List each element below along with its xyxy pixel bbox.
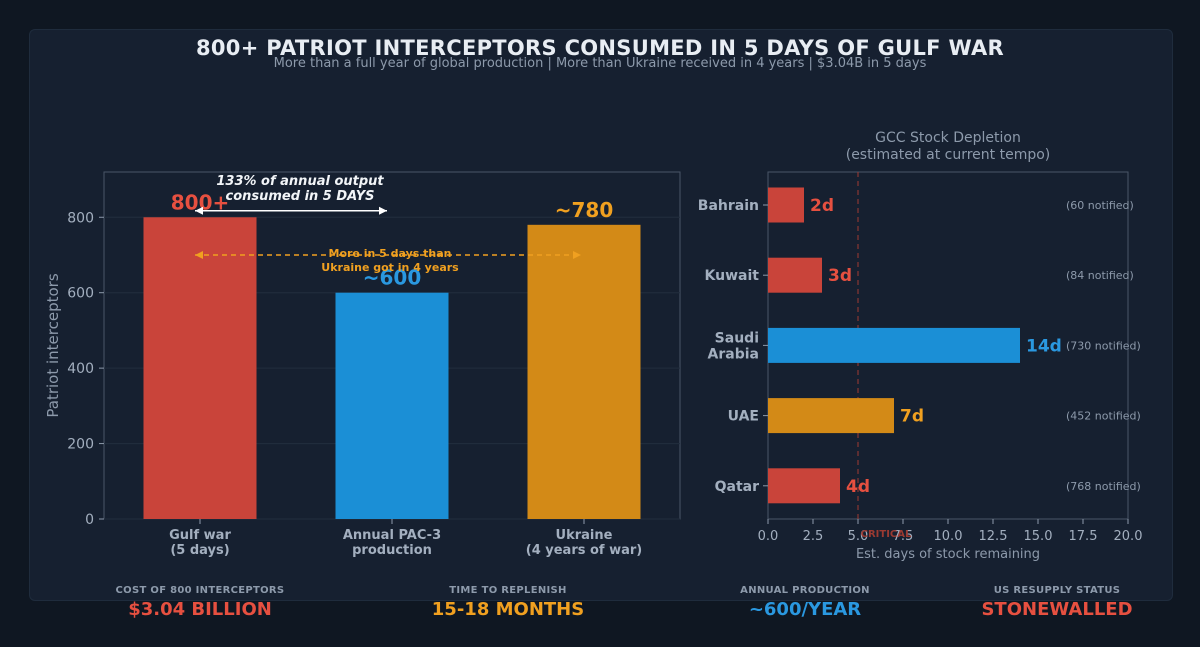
- page-subtitle: More than a full year of global producti…: [273, 56, 927, 71]
- chart2-xtick-label: 7.5: [893, 529, 914, 544]
- chart1-dashed-arrowhead-right: [573, 250, 581, 259]
- chart2-xtick-label: 2.5: [803, 529, 824, 544]
- chart2-notified-note: (730 notified): [1066, 339, 1141, 352]
- chart2-bar: [768, 257, 822, 293]
- chart1-bar: [335, 292, 449, 519]
- chart2-xtick-label: 15.0: [1024, 529, 1053, 544]
- stat-cost-label: COST OF 800 INTERCEPTORS: [115, 585, 285, 596]
- chart1-arrowhead-right: [379, 206, 387, 215]
- chart2-xlabel: Est. days of stock remaining: [856, 547, 1040, 562]
- chart1-ylabel: Patriot interceptors: [44, 273, 62, 417]
- chart1-annotation-ukraine: More in 5 days than Ukraine got in 4 year…: [321, 247, 459, 274]
- chart1-ytick-label: 400: [67, 361, 94, 377]
- chart1-value-label: ~780: [555, 198, 614, 222]
- chart1-arrowhead-left: [195, 206, 203, 215]
- chart2-notified-note: (768 notified): [1066, 480, 1141, 493]
- stat-replenish-value: 15-18 MONTHS: [431, 599, 585, 620]
- chart1-dashed-arrowhead-left: [195, 250, 203, 259]
- chart1-ytick-label: 600: [67, 286, 94, 302]
- stat-resupply-value: STONEWALLED: [981, 599, 1133, 620]
- chart2-xtick-label: 12.5: [979, 529, 1008, 544]
- chart2-bar: [768, 398, 894, 434]
- chart2-category-label: Kuwait: [705, 268, 760, 284]
- chart1-bar: [527, 224, 641, 519]
- chart2-notified-note: (60 notified): [1066, 199, 1134, 212]
- chart2-bar: [768, 327, 1020, 363]
- stat-cost-value: $3.04 BILLION: [128, 599, 272, 620]
- chart2-value-label: 3d: [828, 266, 852, 286]
- chart1-ytick-label: 0: [85, 512, 94, 528]
- stat-resupply: US RESUPPLY STATUS STONEWALLED: [927, 585, 1187, 620]
- chart2-xtick-label: 20.0: [1114, 529, 1143, 544]
- chart1-value-label: ~600: [363, 266, 422, 290]
- stat-resupply-label: US RESUPPLY STATUS: [993, 585, 1121, 596]
- chart2-xtick-label: 17.5: [1069, 529, 1098, 544]
- chart1-xtick-label: Gulf war (5 days): [169, 528, 231, 558]
- chart2-category-label: Saudi Arabia: [708, 330, 759, 362]
- chart2-value-label: 2d: [810, 196, 834, 216]
- stat-replenish-label: TIME TO REPLENISH: [449, 585, 567, 596]
- chart2-xtick-label: 0.0: [758, 529, 779, 544]
- stat-production-value: ~600/YEAR: [748, 599, 862, 620]
- chart2-category-label: Bahrain: [698, 198, 759, 214]
- chart2-title: GCC Stock Depletion (estimated at current…: [846, 130, 1051, 163]
- chart2-notified-note: (84 notified): [1066, 269, 1134, 282]
- chart2-value-label: 14d: [1026, 336, 1062, 356]
- chart2-notified-note: (452 notified): [1066, 410, 1141, 423]
- page-title: 800+ PATRIOT INTERCEPTORS CONSUMED IN 5 …: [195, 36, 1004, 60]
- stat-production-label: ANNUAL PRODUCTION: [740, 585, 870, 596]
- stat-replenish: TIME TO REPLENISH 15-18 MONTHS: [378, 585, 638, 620]
- chart2-value-label: 7d: [900, 407, 924, 427]
- stat-cost: COST OF 800 INTERCEPTORS $3.04 BILLION: [70, 585, 330, 620]
- chart2-category-label: Qatar: [715, 479, 759, 495]
- chart1-xtick-label: Ukraine (4 years of war): [526, 528, 643, 558]
- chart1-bar: [143, 217, 257, 519]
- chart2-xtick-label: 10.0: [934, 529, 963, 544]
- chart2-category-label: UAE: [728, 409, 759, 425]
- stat-production: ANNUAL PRODUCTION ~600/YEAR: [675, 585, 935, 620]
- chart1-ytick-label: 800: [67, 210, 94, 226]
- chart1-annotation-output: 133% of annual output consumed in 5 DAYS: [216, 174, 384, 204]
- chart2-bar: [768, 468, 840, 504]
- chart1-ytick-label: 200: [67, 437, 94, 453]
- chart2-critical-label: CRITICAL: [861, 529, 912, 540]
- chart1-xtick-label: Annual PAC-3 production: [343, 528, 441, 558]
- chart2-xtick-label: 5.0: [848, 529, 869, 544]
- chart2-value-label: 4d: [846, 477, 870, 497]
- chart2-bar: [768, 187, 804, 223]
